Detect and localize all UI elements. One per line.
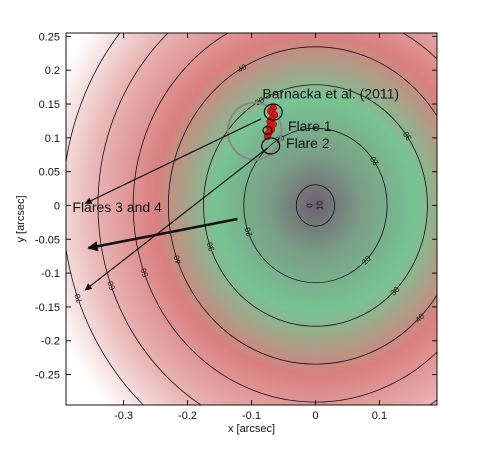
y-tick-label: -0.2 [41, 336, 60, 348]
flare-circle [262, 125, 273, 136]
x-axis-title: x [arcsec] [228, 423, 275, 435]
y-tick-label: -0.05 [35, 234, 60, 246]
flare-circle [261, 137, 281, 155]
contour-label: 60 [106, 279, 118, 291]
x-tick-label: 0 [312, 410, 318, 422]
y-tick-label: 0.05 [39, 167, 60, 179]
heatmap-background [66, 33, 437, 405]
x-tick-label: -0.2 [178, 410, 197, 422]
arrow-1 [84, 118, 262, 204]
contour-label-inner: 0 [305, 203, 314, 208]
annotation-flare-2: Flare 2 [286, 135, 330, 151]
arrow-2 [87, 217, 238, 252]
y-tick-label: 0.15 [39, 99, 60, 111]
y-tick-label: 0 [54, 200, 60, 212]
contour-label-inner: 10 [315, 200, 324, 209]
flare-circle [263, 103, 283, 121]
y-tick-label: -0.15 [35, 302, 60, 314]
contour-label: 50 [139, 266, 151, 278]
contour-label: 70 [73, 292, 85, 304]
contour-60 [97, 33, 437, 405]
y-tick-label: 0.2 [45, 65, 60, 77]
x-tick-label: -0.1 [242, 410, 261, 422]
x-tick-label: -0.3 [114, 410, 133, 422]
arrow-3 [84, 147, 268, 291]
contour-label: 30 [205, 240, 217, 252]
y-axis-title: y [arcsec] [15, 195, 27, 242]
contour-10 [295, 184, 336, 227]
contour-20 [243, 127, 388, 284]
contour-30 [203, 84, 428, 327]
annotation-flares-3-and-4: Flares 3 and 4 [72, 199, 162, 215]
annotation-barnacka-et-al-2011: Barnacka et al. (2011) [262, 86, 399, 102]
y-tick-label: -0.25 [35, 370, 60, 382]
contour-label: 20 [243, 225, 255, 237]
annotation-flare-1: Flare 1 [288, 118, 332, 134]
x-tick-label: 0.1 [372, 410, 387, 422]
y-tick-label: 0.1 [45, 133, 60, 145]
contour-label: 40 [172, 253, 184, 265]
y-tick-label: 0.25 [39, 31, 60, 43]
y-tick-label: -0.1 [41, 268, 60, 280]
uncertainty-circle [226, 101, 283, 161]
contour-40 [167, 46, 437, 365]
